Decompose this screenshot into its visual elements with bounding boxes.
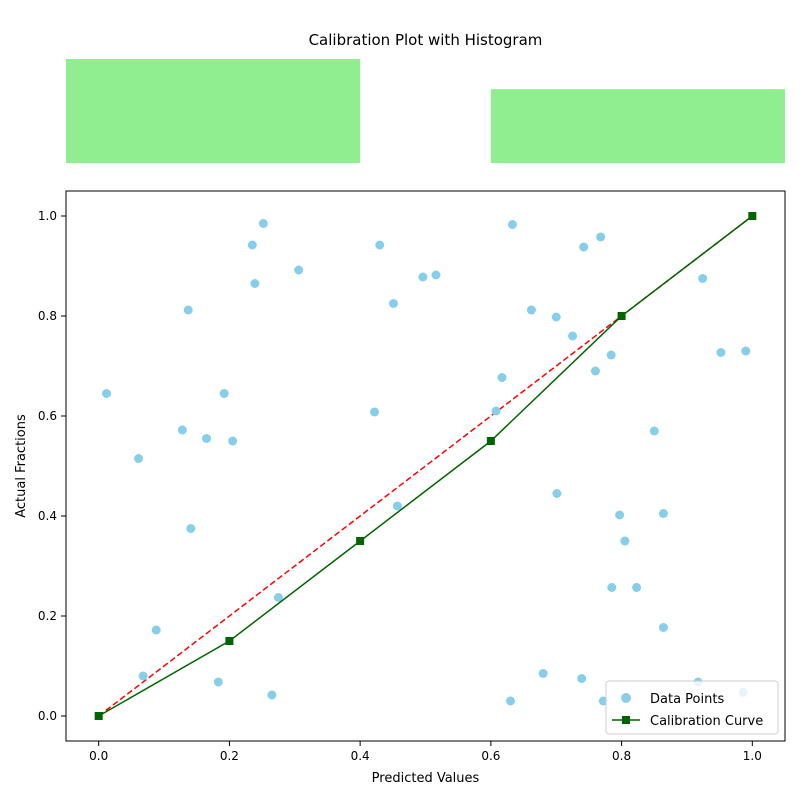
data-point-41 xyxy=(632,583,642,592)
data-point-2 xyxy=(138,671,148,681)
legend-marker-calibration-curve xyxy=(622,716,630,724)
data-point-33 xyxy=(579,242,589,252)
data-point-27 xyxy=(526,305,536,315)
calibration-curve-line xyxy=(98,215,753,717)
data-point-38 xyxy=(607,583,617,592)
x-axis-label: Predicted Values xyxy=(372,771,480,786)
y-tick-label-1: 0.2 xyxy=(38,609,57,623)
data-point-30 xyxy=(552,489,562,498)
data-point-15 xyxy=(273,593,283,602)
data-point-0 xyxy=(102,389,112,398)
data-point-19 xyxy=(388,299,398,308)
data-point-47 xyxy=(716,348,726,357)
x-tick-label-2: 0.4 xyxy=(351,749,370,763)
data-point-12 xyxy=(250,279,260,288)
data-point-7 xyxy=(202,434,212,443)
data-point-42 xyxy=(649,426,659,436)
data-point-17 xyxy=(370,407,380,417)
plot-area xyxy=(65,190,786,742)
data-point-40 xyxy=(620,536,630,546)
x-tick-label-0: 0.0 xyxy=(89,749,108,763)
data-point-43 xyxy=(658,509,668,518)
y-axis-label: Actual Fractions xyxy=(14,414,29,518)
data-point-11 xyxy=(247,240,257,250)
chart-title: Calibration Plot with Histogram xyxy=(309,31,543,49)
data-point-28 xyxy=(538,669,548,678)
data-point-24 xyxy=(497,373,507,382)
calibration-curve-marker-0 xyxy=(94,712,103,720)
data-point-26 xyxy=(507,220,517,229)
data-point-39 xyxy=(615,510,625,520)
data-point-21 xyxy=(418,272,428,282)
data-point-44 xyxy=(658,623,668,632)
data-point-25 xyxy=(505,696,515,706)
data-point-46 xyxy=(698,274,708,283)
plot-frame xyxy=(65,190,786,742)
x-tick-label-1: 0.2 xyxy=(220,749,239,763)
data-point-4 xyxy=(177,425,187,435)
x-tick-label-4: 0.8 xyxy=(612,749,631,763)
histogram xyxy=(66,59,785,163)
y-tick-label-5: 1.0 xyxy=(38,209,57,223)
data-point-8 xyxy=(213,677,223,687)
y-tick-label-2: 0.4 xyxy=(38,509,57,523)
data-point-18 xyxy=(375,240,385,250)
calibration-curve-marker-5 xyxy=(748,212,757,220)
data-point-22 xyxy=(431,270,441,280)
calibration-curve-series xyxy=(94,212,757,720)
data-point-31 xyxy=(568,331,578,341)
data-point-20 xyxy=(392,501,402,511)
data-point-29 xyxy=(551,312,561,322)
calibration-curve-marker-4 xyxy=(617,312,626,320)
histogram-bar-2 xyxy=(490,89,785,163)
legend-label-data-points: Data Points xyxy=(650,692,724,707)
data-point-13 xyxy=(258,219,268,228)
data-point-16 xyxy=(294,265,304,275)
data-point-35 xyxy=(596,232,606,242)
data-point-34 xyxy=(590,366,600,376)
data-point-1 xyxy=(134,454,144,463)
data-point-32 xyxy=(577,674,587,683)
data-point-14 xyxy=(267,690,277,700)
x-tick-label-5: 1.0 xyxy=(743,749,762,763)
data-point-23 xyxy=(491,406,501,416)
legend: Data Points Calibration Curve xyxy=(605,680,779,735)
calibration-curve-marker-1 xyxy=(225,637,234,645)
data-point-9 xyxy=(219,389,229,398)
data-point-49 xyxy=(741,346,751,356)
histogram-bar-0 xyxy=(66,59,361,163)
y-axis-ticks: 0.0 0.2 0.4 0.6 0.8 1.0 xyxy=(38,209,66,723)
legend-marker-data-points xyxy=(621,693,631,703)
data-point-5 xyxy=(183,305,193,315)
data-point-10 xyxy=(228,436,238,446)
legend-label-calibration-curve: Calibration Curve xyxy=(650,714,763,729)
y-tick-label-0: 0.0 xyxy=(38,709,57,723)
data-point-37 xyxy=(606,350,616,360)
y-tick-label-3: 0.6 xyxy=(38,409,57,423)
legend-box xyxy=(605,680,779,735)
calibration-curve-marker-2 xyxy=(356,537,365,545)
data-point-3 xyxy=(151,625,161,635)
x-axis-ticks: 0.0 0.2 0.4 0.6 0.8 1.0 xyxy=(89,741,762,763)
y-tick-label-4: 0.8 xyxy=(38,309,57,323)
x-tick-label-3: 0.6 xyxy=(481,749,500,763)
calibration-curve-marker-3 xyxy=(486,437,495,445)
data-point-6 xyxy=(186,524,196,533)
